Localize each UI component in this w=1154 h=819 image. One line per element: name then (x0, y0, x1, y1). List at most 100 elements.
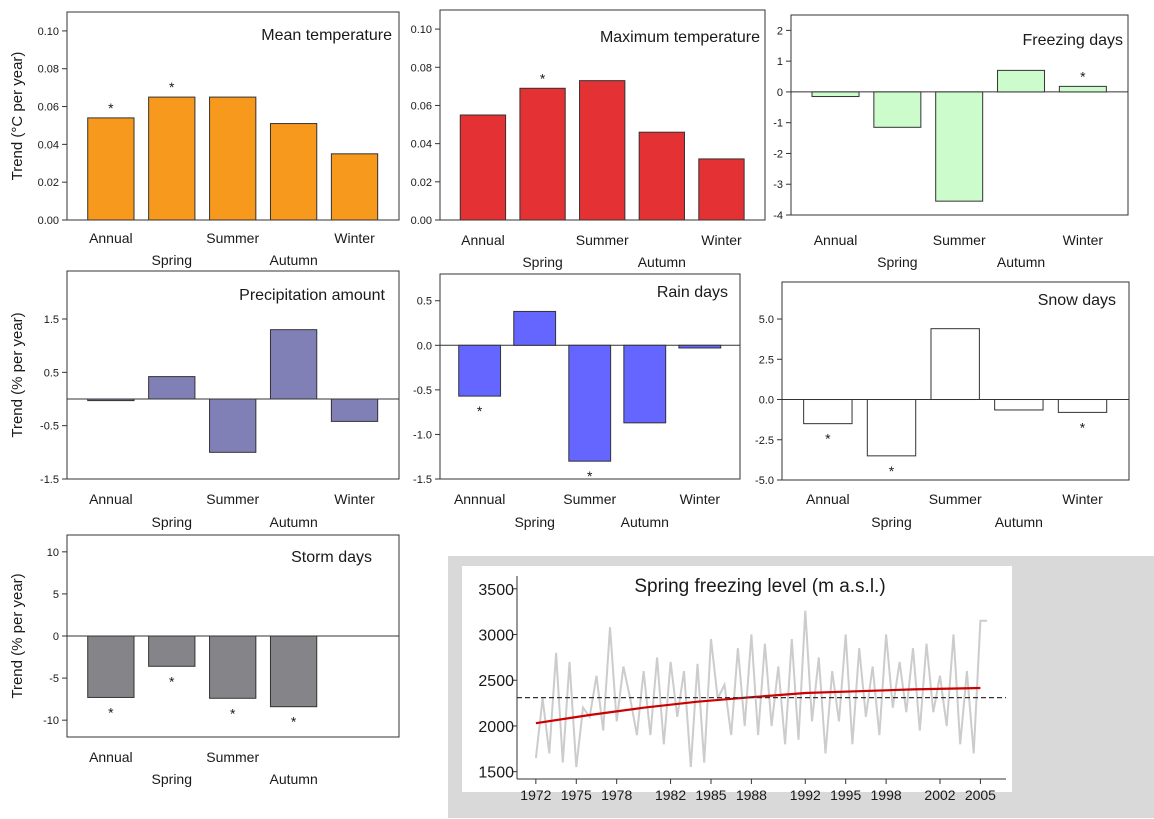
y-tick-label: -1.5 (40, 474, 59, 486)
category-label: Autumn (269, 252, 317, 268)
category-label: Autumn (621, 514, 669, 530)
bar-spring (513, 310, 557, 346)
y-tick-label: 3000 (478, 628, 514, 645)
category-label: Summer (206, 749, 259, 765)
plot-frame (439, 273, 741, 480)
bar-summer (935, 91, 984, 202)
y-tick-label: 5 (53, 589, 59, 601)
bar-autumn (269, 123, 318, 221)
chart-title: Mean temperature (261, 27, 392, 44)
series-observed-line (534, 610, 988, 768)
bar-annual (87, 398, 135, 402)
bar-winter (678, 344, 722, 349)
y-tick-label: 0.02 (38, 177, 59, 189)
y-tick-label: 2500 (478, 673, 514, 690)
y-tick-label: -10 (43, 715, 59, 727)
y-tick-label: -4 (773, 210, 783, 222)
category-label: Winter (1063, 232, 1104, 248)
y-axis-label: Trend (% per year) (9, 573, 26, 698)
plot-frame (66, 270, 400, 480)
y-tick-label: -1.5 (413, 474, 432, 486)
bar-autumn (623, 344, 667, 424)
bar-winter (698, 158, 745, 221)
significance-marker: * (540, 70, 546, 86)
y-tick-label: 2000 (478, 719, 514, 736)
y-tick-label: 1500 (478, 765, 514, 782)
significance-marker: * (108, 100, 114, 116)
bar-annual (87, 117, 135, 221)
chart-title: Snow days (1038, 292, 1116, 309)
category-label: Annual (89, 749, 133, 765)
chart-title: Spring freezing level (m a.s.l.) (634, 576, 885, 597)
bar-summer (209, 635, 257, 699)
category-label: Annnual (454, 491, 505, 507)
bar-summer (579, 80, 626, 221)
y-tick-label: -2.5 (755, 435, 774, 447)
y-tick-label: 0 (777, 87, 783, 99)
y-tick-label: -1.0 (413, 429, 432, 441)
bar-annual (459, 114, 507, 221)
y-tick-label: 0 (53, 631, 59, 643)
bar-autumn (269, 329, 318, 400)
y-tick-label: 0.0 (417, 340, 432, 352)
bar-summer (568, 344, 612, 462)
significance-marker: * (889, 463, 895, 479)
category-label: Spring (514, 514, 554, 530)
y-tick-label: 0.06 (38, 102, 59, 114)
category-label: Autumn (269, 771, 317, 787)
chart-title: Freezing days (1023, 32, 1124, 49)
plot-frame (790, 14, 1129, 216)
y-tick-label: 1 (777, 56, 783, 68)
category-label: Spring (152, 514, 192, 530)
category-label: Annual (461, 232, 505, 248)
category-label: Spring (152, 771, 192, 787)
chart-freezing-days: 2 1 0 -1 -2 -3 -4 Annual Spring Summer Autumn * Wint… (773, 14, 1129, 270)
y-tick-label: 0.10 (411, 24, 432, 36)
y-tick-label: 0.08 (411, 62, 432, 74)
chart-title: Precipitation amount (239, 287, 385, 304)
x-tick-label: 1995 (830, 787, 861, 803)
x-tick-label: 1988 (736, 787, 767, 803)
category-label: Winter (1062, 491, 1103, 507)
bar-autumn (994, 399, 1044, 411)
y-tick-label: 0.0 (759, 395, 774, 407)
bar-summer (209, 398, 257, 453)
y-tick-label: 10 (47, 547, 59, 559)
bar-annnual (458, 344, 502, 397)
category-label: Summer (563, 491, 616, 507)
x-tick-label: 1972 (520, 787, 551, 803)
bar-spring (148, 376, 196, 400)
y-tick-label: 0.08 (38, 64, 59, 76)
y-tick-label: -5.0 (755, 475, 774, 487)
chart-title: Storm days (291, 549, 372, 566)
bar-autumn (638, 131, 685, 221)
y-tick-label: 3500 (478, 582, 514, 599)
chart-title: Maximum temperature (600, 29, 760, 46)
category-label: Autumn (997, 254, 1045, 270)
bar-spring (519, 87, 566, 221)
bar-spring (148, 635, 196, 667)
bar-annual (811, 91, 860, 98)
bar-summer (209, 96, 257, 221)
plot-frame (781, 281, 1130, 481)
significance-marker: * (587, 468, 593, 484)
y-tick-label: 0.04 (411, 139, 432, 151)
y-tick-label: 5.0 (759, 314, 774, 326)
x-tick-label: 1978 (601, 787, 632, 803)
bar-spring (148, 96, 196, 221)
significance-marker: * (169, 79, 175, 95)
x-tick-label: 1998 (871, 787, 902, 803)
category-label: Winter (334, 230, 375, 246)
bar-winter (1058, 85, 1107, 93)
x-tick-label: 2005 (965, 787, 996, 803)
significance-marker: * (169, 673, 175, 689)
category-label: Annual (89, 230, 133, 246)
chart-snow-days: 5.0 2.5 0.0 -2.5 -5.0 * Annual * Spring Summer Aut… (755, 281, 1130, 530)
chart-mean-temperature: 0.00 0.02 0.04 0.06 0.08 0.10 * Annual * Spring Su… (9, 11, 400, 268)
chart-spring-freezing-level: 1500 2000 2500 3000 3500 1972 1975 1978 1982 1985… (478, 576, 1006, 803)
significance-marker: * (1080, 419, 1086, 435)
bar-annual (803, 399, 853, 425)
category-label: Spring (152, 252, 192, 268)
category-label: Summer (206, 230, 259, 246)
